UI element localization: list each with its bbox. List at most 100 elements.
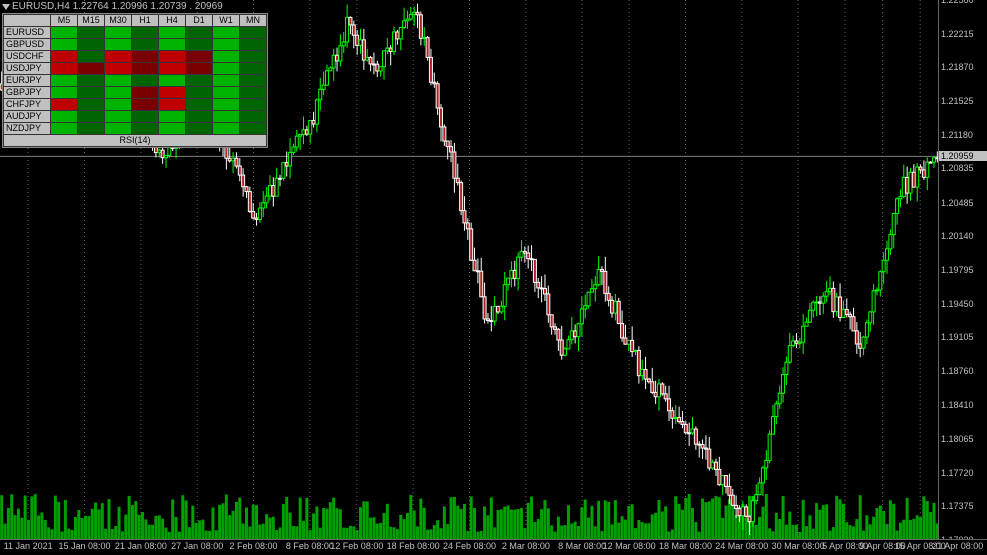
mtf-pair-CHFJPY[interactable]: CHFJPY bbox=[4, 99, 51, 111]
mtf-cell bbox=[186, 51, 213, 63]
mtf-cell bbox=[132, 63, 159, 75]
mtf-pair-EURJPY[interactable]: EURJPY bbox=[4, 75, 51, 87]
mtf-cell bbox=[186, 75, 213, 87]
mtf-pair-GBPJPY[interactable]: GBPJPY bbox=[4, 87, 51, 99]
mtf-cell bbox=[51, 63, 78, 75]
mtf-cell bbox=[105, 39, 132, 51]
mtf-cell bbox=[105, 75, 132, 87]
mtf-col-W1[interactable]: W1 bbox=[213, 15, 240, 27]
x-tick-label: 12 Feb 08:00 bbox=[330, 541, 383, 551]
y-tick-label: 1.19450 bbox=[941, 299, 974, 309]
mtf-cell bbox=[240, 111, 267, 123]
mtf-cell bbox=[186, 63, 213, 75]
mtf-cell bbox=[213, 75, 240, 87]
mtf-cell bbox=[240, 63, 267, 75]
mtf-cell bbox=[105, 123, 132, 135]
mtf-col-H4[interactable]: H4 bbox=[159, 15, 186, 27]
x-axis: 11 Jan 202115 Jan 08:0021 Jan 08:0027 Ja… bbox=[0, 539, 987, 555]
mtf-cell bbox=[213, 63, 240, 75]
current-price-box: 1.20959 bbox=[939, 151, 987, 161]
mtf-cell bbox=[132, 111, 159, 123]
mtf-pair-USDCHF[interactable]: USDCHF bbox=[4, 51, 51, 63]
mtf-cell bbox=[213, 123, 240, 135]
mtf-cell bbox=[159, 87, 186, 99]
mtf-cell bbox=[159, 39, 186, 51]
mtf-cell bbox=[132, 87, 159, 99]
mtf-pair-NZDJPY[interactable]: NZDJPY bbox=[4, 123, 51, 135]
mtf-cell bbox=[51, 99, 78, 111]
y-tick-label: 1.19795 bbox=[941, 265, 974, 275]
y-tick-label: 1.21525 bbox=[941, 96, 974, 106]
y-tick-label: 1.20485 bbox=[941, 198, 974, 208]
x-tick-label: 15 Jan 08:00 bbox=[58, 541, 110, 551]
mtf-cell bbox=[105, 111, 132, 123]
mtf-cell bbox=[105, 99, 132, 111]
mtf-cell bbox=[78, 87, 105, 99]
mtf-cell bbox=[213, 87, 240, 99]
mtf-cell bbox=[78, 75, 105, 87]
mtf-cell bbox=[159, 75, 186, 87]
mtf-pair-AUDJPY[interactable]: AUDJPY bbox=[4, 111, 51, 123]
mtf-pair-USDJPY[interactable]: USDJPY bbox=[4, 63, 51, 75]
x-tick-label: 21 Apr 08:00 bbox=[932, 541, 983, 551]
x-tick-label: 11 Jan 2021 bbox=[4, 541, 53, 551]
mtf-cell bbox=[51, 123, 78, 135]
mtf-cell bbox=[132, 99, 159, 111]
mtf-cell bbox=[78, 123, 105, 135]
mtf-cell bbox=[105, 63, 132, 75]
mtf-cell bbox=[78, 27, 105, 39]
mtf-cell bbox=[51, 51, 78, 63]
mtf-cell bbox=[159, 27, 186, 39]
mtf-cell bbox=[159, 63, 186, 75]
mtf-col-M5[interactable]: M5 bbox=[51, 15, 78, 27]
chart-title-text: EURUSD,H4 1.22764 1.20996 1.20739 . 2096… bbox=[12, 1, 223, 12]
mtf-col-H1[interactable]: H1 bbox=[132, 15, 159, 27]
y-tick-label: 1.22215 bbox=[941, 29, 974, 39]
mtf-col-MN[interactable]: MN bbox=[240, 15, 267, 27]
multi-timeframe-panel[interactable]: M5M15M30H1H4D1W1MN EURUSDGBPUSDUSDCHFUSDJ… bbox=[2, 13, 268, 148]
mtf-col-M30[interactable]: M30 bbox=[105, 15, 132, 27]
dropdown-triangle-icon[interactable] bbox=[2, 4, 10, 10]
chart-window: EURUSD,H4 1.22764 1.20996 1.20739 . 2096… bbox=[0, 0, 987, 555]
mtf-cell bbox=[213, 111, 240, 123]
mtf-cell bbox=[240, 75, 267, 87]
mtf-cell bbox=[51, 27, 78, 39]
mtf-pair-EURUSD[interactable]: EURUSD bbox=[4, 27, 51, 39]
mtf-cell bbox=[213, 99, 240, 111]
x-tick-label: 24 Mar 08:00 bbox=[715, 541, 768, 551]
mtf-cell bbox=[186, 87, 213, 99]
y-tick-label: 1.22560 bbox=[941, 0, 974, 5]
y-tick-label: 1.18760 bbox=[941, 366, 974, 376]
x-tick-label: 27 Jan 08:00 bbox=[171, 541, 223, 551]
y-tick-label: 1.17720 bbox=[941, 468, 974, 478]
y-tick-label: 1.18410 bbox=[941, 400, 974, 410]
x-tick-label: 2 Feb 08:00 bbox=[229, 541, 277, 551]
mtf-col-M15[interactable]: M15 bbox=[78, 15, 105, 27]
x-tick-label: 8 Feb 08:00 bbox=[286, 541, 334, 551]
mtf-cell bbox=[240, 27, 267, 39]
x-tick-label: 24 Feb 08:00 bbox=[443, 541, 496, 551]
x-tick-label: 18 Feb 08:00 bbox=[387, 541, 440, 551]
y-tick-label: 1.21870 bbox=[941, 62, 974, 72]
mtf-cell bbox=[78, 39, 105, 51]
y-tick-label: 1.20140 bbox=[941, 231, 974, 241]
mtf-cell bbox=[51, 39, 78, 51]
x-tick-label: 18 Mar 08:00 bbox=[659, 541, 712, 551]
mtf-cell bbox=[132, 51, 159, 63]
mtf-cell bbox=[105, 87, 132, 99]
x-tick-label: 8 Mar 08:00 bbox=[558, 541, 606, 551]
mtf-pair-GBPUSD[interactable]: GBPUSD bbox=[4, 39, 51, 51]
mtf-cell bbox=[78, 99, 105, 111]
mtf-col-D1[interactable]: D1 bbox=[186, 15, 213, 27]
y-tick-label: 1.19105 bbox=[941, 332, 974, 342]
mtf-cell bbox=[186, 39, 213, 51]
x-tick-label: 2 Mar 08:00 bbox=[502, 541, 550, 551]
y-tick-label: 1.17375 bbox=[941, 501, 974, 511]
mtf-cell bbox=[51, 87, 78, 99]
mtf-cell bbox=[240, 39, 267, 51]
y-tick-label: 1.21180 bbox=[941, 130, 973, 140]
mtf-cell bbox=[240, 123, 267, 135]
mtf-footer: RSI(14) bbox=[4, 135, 267, 147]
mtf-cell bbox=[186, 99, 213, 111]
mtf-cell bbox=[213, 27, 240, 39]
